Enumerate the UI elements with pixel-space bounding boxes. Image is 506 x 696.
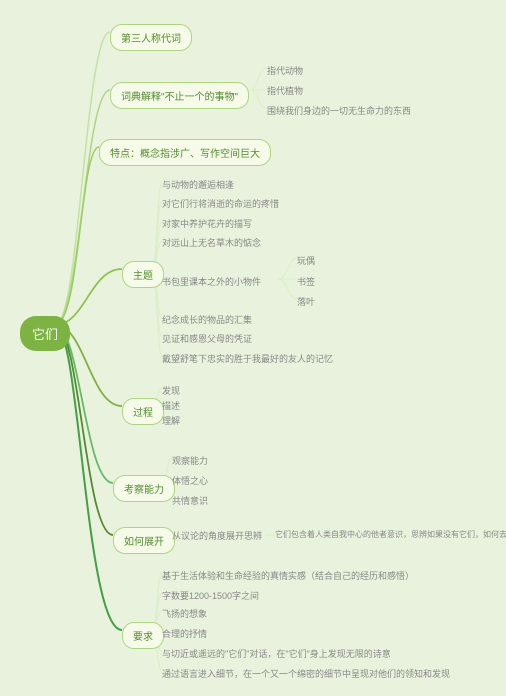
branch-b8[interactable]: 要求 — [122, 622, 164, 649]
branch-b2[interactable]: 词典解释"不止一个的事物" — [110, 82, 249, 109]
leaf-b8-3: 合理的抒情 — [162, 627, 207, 640]
branch-b1[interactable]: 第三人称代词 — [110, 24, 192, 51]
branch-b6[interactable]: 考察能力 — [113, 475, 175, 502]
leaf-b4-6: 见证和感恩父母的凭证 — [162, 332, 252, 345]
leaf-b4-0: 与动物的邂逅相逢 — [162, 178, 234, 191]
leaf-b6-2: 共情意识 — [172, 494, 208, 507]
leaf-b4-1: 对它们行将消逝的命运的疼惜 — [162, 197, 279, 210]
root-label: 它们 — [32, 327, 58, 342]
leaf-b4-2: 对家中养护花卉的描写 — [162, 217, 252, 230]
leaf-b4-3: 对远山上无名草木的惦念 — [162, 236, 261, 249]
leaf-b7-0: 从议论的角度展开思辨 — [172, 529, 262, 542]
leaf-b5-2: 理解 — [162, 414, 180, 427]
branch-b3[interactable]: 特点：概念指涉广、写作空间巨大 — [99, 139, 271, 166]
leaf-b4-4: 书包里课本之外的小物件 — [162, 275, 261, 288]
leaf-b5-1: 描述 — [162, 399, 180, 412]
leaf-b8-5: 通过语言进入细节，在一个又一个绵密的细节中呈现对他们的领知和发现 — [162, 667, 450, 680]
branch-b7[interactable]: 如何展开 — [113, 527, 175, 554]
branch-b5[interactable]: 过程 — [122, 398, 164, 425]
farleaf-b7: 它们包含着人类自我中心的他者意识，思辨如果没有它们，如何去定义我们？ — [275, 529, 506, 540]
subleaf-b4-1: 书签 — [297, 275, 315, 288]
leaf-b6-1: 体悟之心 — [172, 474, 208, 487]
leaf-b2-1: 指代植物 — [267, 84, 303, 97]
root-node[interactable]: 它们 — [20, 316, 70, 351]
leaf-b8-4: 与切近或遥远的"它们"对话，在"它们"身上发现无限的诗意 — [162, 647, 391, 660]
leaf-b2-0: 指代动物 — [267, 64, 303, 77]
leaf-b4-5: 纪念成长的物品的汇集 — [162, 313, 252, 326]
leaf-b8-2: 飞扬的想象 — [162, 607, 207, 620]
leaf-b4-7: 戴望舒笔下忠实的胜于我最好的友人的记忆 — [162, 352, 333, 365]
branch-b4[interactable]: 主题 — [122, 261, 164, 288]
leaf-b8-1: 字数要1200-1500字之间 — [162, 589, 259, 602]
subleaf-b4-2: 落叶 — [297, 295, 315, 308]
leaf-b2-2: 围绕我们身边的一切无生命力的东西 — [267, 104, 411, 117]
leaf-b5-0: 发现 — [162, 384, 180, 397]
leaf-b8-0: 基于生活体验和生命经验的真情实感（结合自己的经历和感悟） — [162, 569, 414, 582]
subleaf-b4-0: 玩偶 — [297, 254, 315, 267]
leaf-b6-0: 观察能力 — [172, 454, 208, 467]
